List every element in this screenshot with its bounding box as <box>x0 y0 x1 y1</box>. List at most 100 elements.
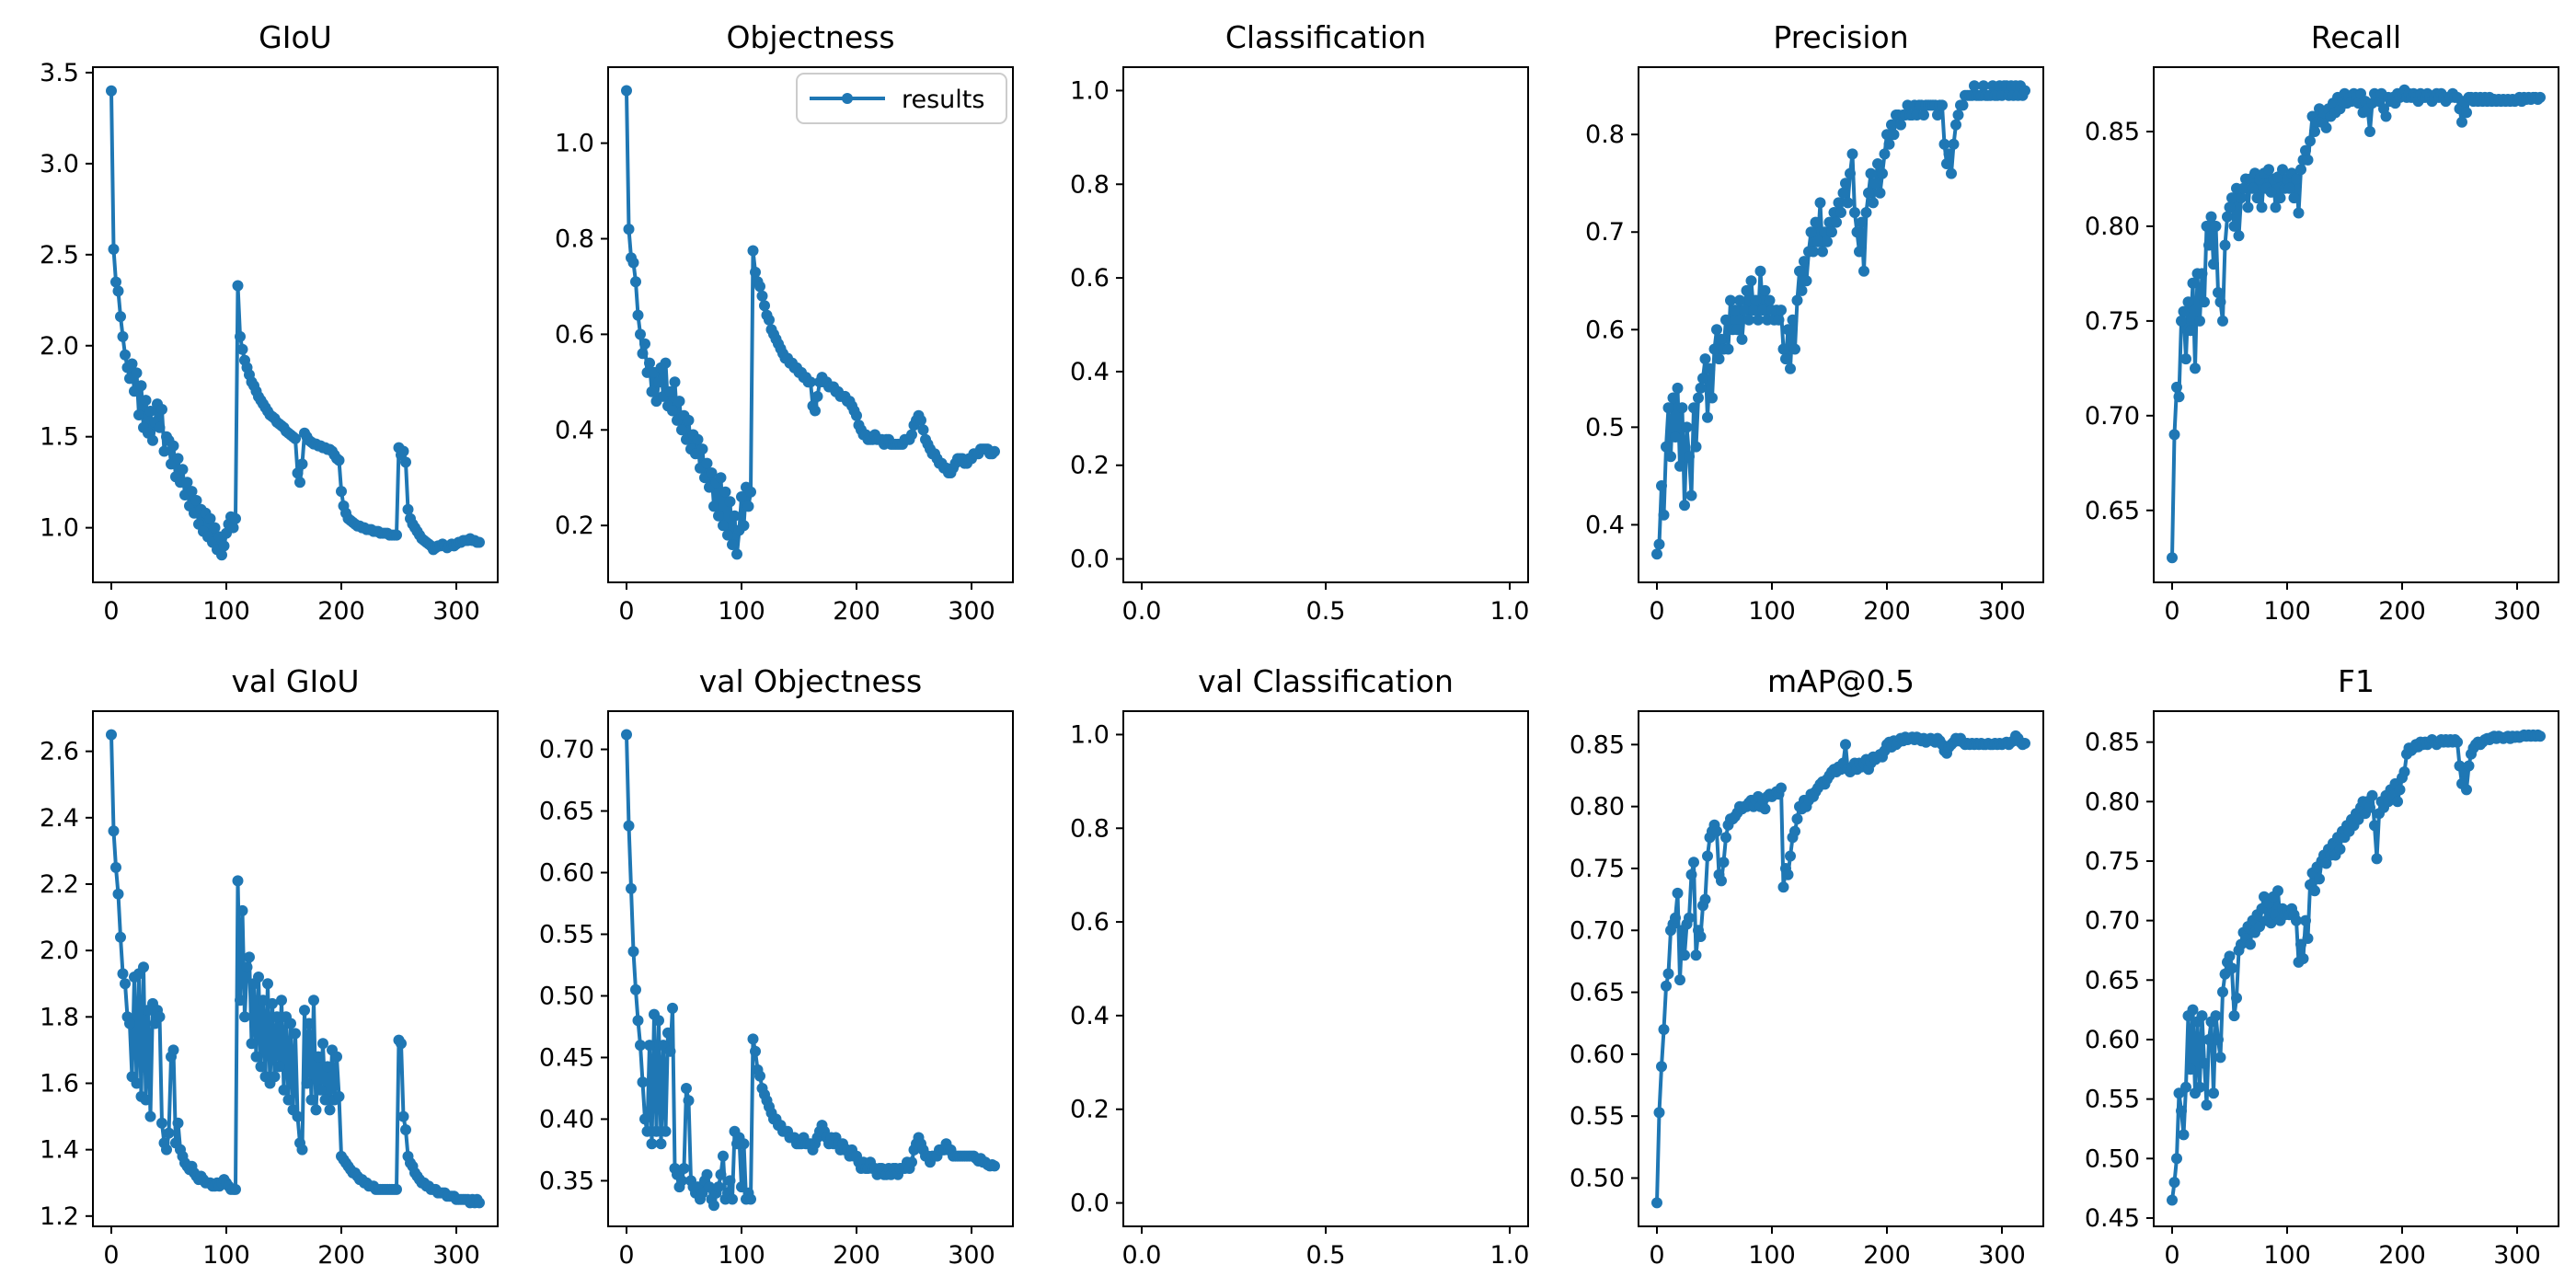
data-point <box>1776 305 1787 316</box>
data-point <box>745 1193 756 1205</box>
data-point <box>750 266 761 278</box>
data-point <box>292 1110 304 1122</box>
data-point <box>754 281 765 293</box>
subplot-classification: Classification 0.0 0.5 1.0 0.0 0.2 0.4 0.6 0.8 1… <box>1030 0 1546 644</box>
data-point <box>397 1110 409 1122</box>
data-point <box>2265 917 2277 929</box>
x-tick-label: 0 <box>2164 597 2179 626</box>
f1-plot-canvas: 0 100 200 300 0.45 0.50 0.55 0.60 0.65 0.70 0.75 0.… <box>2085 710 2559 1270</box>
data-point <box>1651 1197 1662 1209</box>
subplot-map05: mAP@0.5 0 100 200 300 0.50 0.55 0.60 0.65 0.70 0.… <box>1546 644 2061 1288</box>
subplot-recall: Recall 0 100 200 300 0.65 0.70 0.75 0.80 0.85 <box>2061 0 2576 644</box>
data-point <box>2203 1034 2214 1045</box>
legend-label: results <box>902 86 984 114</box>
data-point <box>644 357 655 369</box>
data-point <box>1699 353 1711 365</box>
data-point <box>1688 402 1699 414</box>
y-tick-label: 0.60 <box>1570 1041 1625 1069</box>
x-tick-label: 0 <box>1649 597 1664 626</box>
data-point <box>1943 148 1955 160</box>
results-line <box>1655 84 2027 557</box>
y-tick-label: 0.45 <box>2085 1204 2140 1233</box>
data-point <box>1780 353 1791 365</box>
data-point <box>1702 850 1713 862</box>
data-point <box>2180 1081 2191 1093</box>
y-tick-label: 0.70 <box>1570 916 1625 945</box>
data-point <box>1840 739 1851 751</box>
data-point <box>1661 441 1672 453</box>
data-point <box>115 931 126 943</box>
data-point <box>2180 353 2191 365</box>
data-point <box>227 522 239 534</box>
data-point <box>621 729 632 741</box>
data-point <box>172 1117 184 1129</box>
data-point <box>2201 1099 2213 1111</box>
data-point <box>1895 119 1906 131</box>
data-point <box>2187 1004 2199 1016</box>
y-tick-label: 0.2 <box>1070 1096 1110 1124</box>
data-point <box>1946 167 1957 179</box>
data-point <box>156 404 167 415</box>
axes-frame <box>2153 710 2559 1227</box>
data-point <box>1662 402 1674 414</box>
data-point <box>296 458 308 470</box>
data-point <box>1822 236 1833 247</box>
data-point <box>1863 187 1874 199</box>
data-point <box>324 1104 336 1116</box>
axes-frame <box>607 66 1014 583</box>
data-point <box>2535 730 2546 742</box>
x-tick-label: 200 <box>833 1241 880 1270</box>
data-point <box>1782 868 1794 880</box>
data-point <box>1684 912 1695 924</box>
y-tick-label: 1.4 <box>40 1136 79 1165</box>
data-point <box>738 1138 750 1150</box>
x-tick-label: 200 <box>317 1241 365 1270</box>
x-tick-label: 0 <box>103 1241 119 1270</box>
data-point <box>1722 343 1734 355</box>
data-point <box>2463 760 2475 772</box>
data-point <box>1690 949 1702 961</box>
data-point <box>646 1138 658 1150</box>
data-point <box>190 495 202 506</box>
data-point <box>290 432 301 444</box>
axes-frame <box>1122 66 1529 583</box>
y-tick-label: 0.0 <box>1070 1190 1110 1218</box>
data-point <box>2208 259 2219 270</box>
data-point <box>669 376 681 388</box>
x-tick-label: 100 <box>2263 1241 2311 1270</box>
data-point <box>715 1168 727 1180</box>
data-point <box>708 1200 719 1212</box>
data-point <box>727 1193 738 1205</box>
data-point <box>1711 324 1722 336</box>
x-tick-label: 100 <box>202 1241 250 1270</box>
data-point <box>1702 411 1713 423</box>
data-point <box>2394 784 2406 796</box>
data-point <box>317 1038 328 1050</box>
y-tick-label: 0.6 <box>1070 908 1110 937</box>
data-point <box>336 486 347 498</box>
data-point <box>2196 268 2208 280</box>
x-tick-label: 200 <box>317 597 365 626</box>
data-point <box>1948 138 1960 150</box>
data-point <box>1690 441 1702 453</box>
data-point <box>2288 192 2300 204</box>
x-tick-label: 300 <box>2493 1241 2541 1270</box>
data-point <box>2320 121 2332 133</box>
y-tick-label: 0.80 <box>2085 788 2140 816</box>
data-point <box>2173 391 2185 403</box>
subplot-title: val GIoU <box>231 663 360 699</box>
data-point <box>630 276 641 288</box>
data-point <box>1877 167 1888 179</box>
data-point <box>161 1144 172 1156</box>
data-point <box>1708 343 1720 355</box>
x-tick-label: 0.5 <box>1306 597 1346 626</box>
data-point <box>1833 197 1845 209</box>
data-point <box>2461 784 2472 796</box>
data-point <box>120 349 131 361</box>
x-tick-label: 300 <box>948 1241 995 1270</box>
data-point <box>2199 296 2210 308</box>
data-point <box>641 1125 653 1137</box>
y-tick-label: 0.80 <box>2085 213 2140 241</box>
data-point <box>664 385 676 397</box>
data-point <box>2461 107 2472 119</box>
